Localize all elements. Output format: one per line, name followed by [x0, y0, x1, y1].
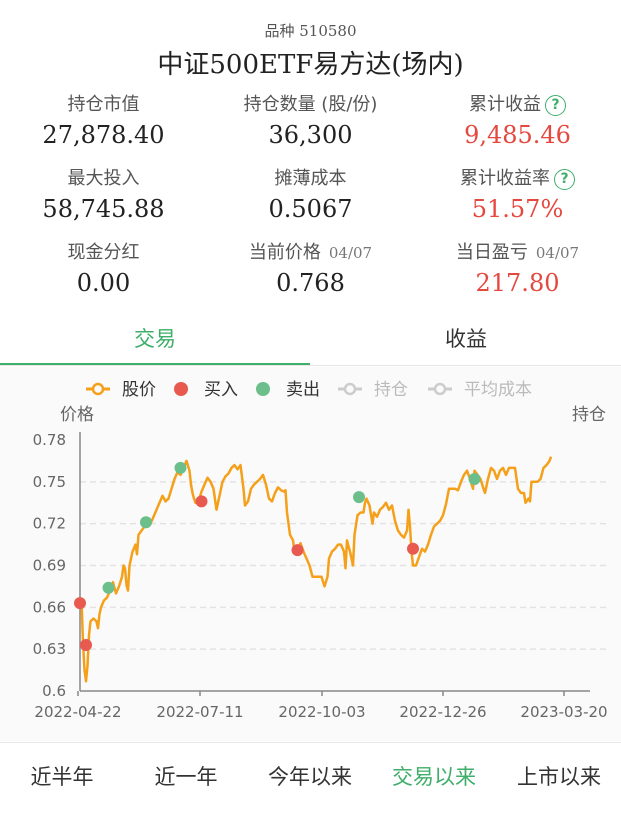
y-tick-label: 0.6 [42, 682, 66, 700]
buy-marker [195, 495, 208, 508]
stat-label-text: 当前价格 [248, 242, 321, 263]
tab-trade[interactable]: 交易 [134, 327, 176, 351]
chart-background [0, 367, 621, 741]
fund-name: 中证500ETF易方达(场内) [157, 50, 464, 80]
x-tick-label: 2023-03-20 [520, 703, 607, 721]
stat-label: 摊薄成本 [207, 166, 414, 192]
y-axis-title: 价格 [60, 405, 94, 425]
legend-circle-icon [433, 382, 447, 396]
stat-label-text: 现金分红 [67, 242, 140, 263]
stat-value: 217.80 [475, 269, 560, 297]
buy-marker [74, 597, 86, 610]
y-tick-label: 0.69 [33, 557, 66, 575]
price-line [78, 456, 553, 683]
legend-dot-icon [174, 382, 188, 396]
y2-axis-title: 持仓 [572, 405, 606, 425]
stat-label-text: 持仓数量 (股/份) [243, 94, 378, 115]
y-tick-label: 0.78 [33, 431, 66, 449]
stat-position-value: 持仓市值 27,878.40 [0, 92, 207, 150]
stat-date: 04/07 [535, 244, 580, 262]
stat-value: 9,485.46 [464, 121, 571, 149]
stat-label: 持仓数量 (股/份) [207, 92, 414, 118]
stat-label: 累计收益? [414, 92, 621, 118]
x-tick-label: 2022-10-03 [278, 703, 365, 721]
sell-marker [174, 461, 187, 474]
sell-marker [468, 473, 481, 486]
buy-marker [291, 544, 304, 557]
x-tick-label: 2022-12-26 [399, 703, 486, 721]
range-half-year[interactable]: 近半年 [30, 765, 94, 789]
fund-code: 品种 510580 [264, 22, 357, 40]
stat-value: 0.00 [76, 269, 131, 297]
stat-label-text: 最大投入 [67, 168, 140, 189]
tab-profit[interactable]: 收益 [445, 327, 487, 351]
legend-dot-icon [256, 382, 270, 396]
stat-label: 累计收益率? [414, 166, 621, 192]
stat-value: 58,745.88 [42, 195, 165, 223]
range-selector: 近半年 近一年 今年以来 交易以来 上市以来 [0, 742, 621, 808]
help-icon[interactable]: ? [545, 94, 566, 116]
stat-label-text: 累计收益率 [460, 168, 550, 189]
y-tick-label: 0.66 [33, 598, 66, 616]
stat-cash-dividend: 现金分红 0.00 [0, 240, 207, 298]
stat-label: 当前价格 04/07 [207, 240, 414, 266]
range-ytd[interactable]: 今年以来 [268, 765, 352, 789]
stat-label-text: 累计收益 [469, 94, 541, 115]
legend-label: 股价 [122, 380, 156, 400]
range-since-trade[interactable]: 交易以来 [392, 765, 476, 789]
help-icon[interactable]: ? [554, 168, 575, 190]
tab-bar: 交易 收益 [0, 310, 621, 366]
stat-value: 36,300 [268, 121, 353, 149]
y-tick-label: 0.63 [33, 640, 66, 658]
stat-value: 27,878.40 [42, 121, 165, 149]
range-since-listing[interactable]: 上市以来 [517, 765, 601, 789]
stat-label: 现金分红 [0, 240, 207, 266]
x-tick-label: 2022-07-11 [156, 703, 243, 721]
range-one-year[interactable]: 近一年 [154, 765, 218, 789]
stat-diluted-cost: 摊薄成本 0.5067 [207, 166, 414, 224]
legend-label: 卖出 [286, 380, 320, 400]
legend-label: 平均成本 [464, 380, 532, 400]
stat-label: 最大投入 [0, 166, 207, 192]
active-tab-indicator [0, 363, 310, 365]
stat-daily-pnl: 当日盈亏 04/07 217.80 [414, 240, 621, 298]
stat-label-text: 持仓市值 [67, 94, 140, 115]
stat-label: 当日盈亏 04/07 [414, 240, 621, 266]
y-tick-label: 0.72 [33, 515, 66, 533]
stat-max-investment: 最大投入 58,745.88 [0, 166, 207, 224]
legend-label: 持仓 [374, 380, 408, 400]
stat-date: 04/07 [328, 244, 373, 262]
sell-marker [102, 581, 115, 594]
stat-value: 51.57% [471, 195, 564, 223]
stat-value: 0.768 [276, 269, 345, 297]
stat-cumulative-profit: 累计收益? 9,485.46 [414, 92, 621, 150]
sell-marker [140, 516, 152, 529]
stat-label-text: 当日盈亏 [455, 242, 528, 263]
tab-divider [0, 365, 621, 366]
y-tick-label: 0.75 [33, 473, 66, 491]
stat-holding-quantity: 持仓数量 (股/份) 36,300 [207, 92, 414, 150]
stat-value: 0.5067 [268, 195, 353, 223]
stat-current-price: 当前价格 04/07 0.768 [207, 240, 414, 298]
sell-marker [353, 491, 365, 504]
x-tick-label: 2022-04-22 [34, 703, 121, 721]
stat-label: 持仓市值 [0, 92, 207, 118]
legend-circle-icon [343, 382, 357, 396]
legend-circle-icon [91, 382, 105, 396]
buy-marker [80, 638, 92, 651]
legend-label: 买入 [204, 380, 238, 400]
stat-cumulative-return: 累计收益率? 51.57% [414, 166, 621, 224]
stat-label-text: 摊薄成本 [274, 168, 347, 189]
buy-marker [407, 542, 419, 555]
